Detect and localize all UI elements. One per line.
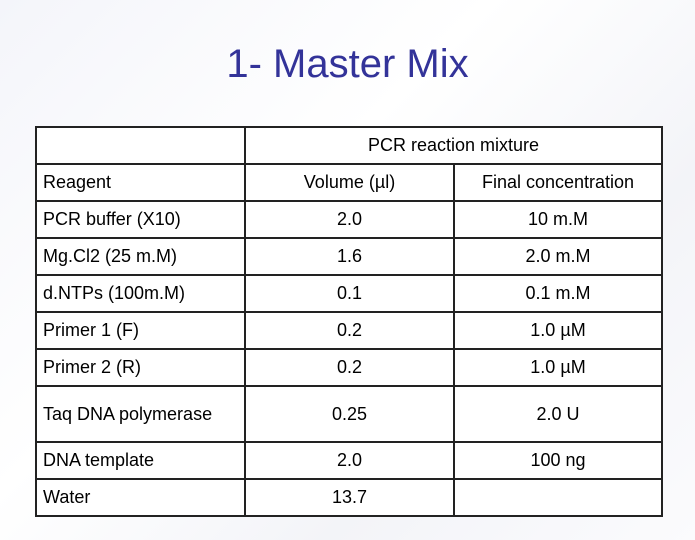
table-body: PCR reaction mixture Reagent Volume (µl) F…: [35, 126, 663, 517]
table-cell: Primer 1 (F): [35, 311, 246, 350]
table-cell: 2.0: [244, 441, 455, 480]
table-cell: 13.7: [244, 478, 455, 517]
table-row: d.NTPs (100m.M) 0.1 0.1 m.M: [35, 274, 663, 313]
table-cell: 0.25: [244, 385, 455, 443]
table-cell: 0.1 m.M: [453, 274, 663, 313]
table-row: Primer 2 (R) 0.2 1.0 µM: [35, 348, 663, 387]
column-header: Reagent: [35, 163, 246, 202]
table-cell: 2.0 m.M: [453, 237, 663, 276]
table-cell: Water: [35, 478, 246, 517]
table-row: Mg.Cl2 (25 m.M) 1.6 2.0 m.M: [35, 237, 663, 276]
table-cell: Primer 2 (R): [35, 348, 246, 387]
table-cell: Mg.Cl2 (25 m.M): [35, 237, 246, 276]
table-cell: 0.2: [244, 311, 455, 350]
group-header-row: PCR reaction mixture: [35, 126, 663, 165]
column-header: Volume (µl): [244, 163, 455, 202]
table-cell: 0.1: [244, 274, 455, 313]
table-row: Taq DNA polymerase 0.25 2.0 U: [35, 385, 663, 443]
column-header: Final concentration: [453, 163, 663, 202]
table-row: PCR buffer (X10) 2.0 10 m.M: [35, 200, 663, 239]
column-header-row: Reagent Volume (µl) Final concentration: [35, 163, 663, 202]
table-cell: 100 ng: [453, 441, 663, 480]
table-cell: Taq DNA polymerase: [35, 385, 246, 443]
table-cell: 0.2: [244, 348, 455, 387]
table-row: Water 13.7: [35, 478, 663, 517]
table-cell: 1.6: [244, 237, 455, 276]
table-cell: 10 m.M: [453, 200, 663, 239]
table-row: Primer 1 (F) 0.2 1.0 µM: [35, 311, 663, 350]
table-cell: 1.0 µM: [453, 311, 663, 350]
slide-title: 1- Master Mix: [226, 42, 469, 86]
table-cell: 2.0 U: [453, 385, 663, 443]
table-cell: [453, 478, 663, 517]
reagent-table: PCR reaction mixture Reagent Volume (µl) F…: [35, 126, 663, 517]
table-cell: DNA template: [35, 441, 246, 480]
table-cell: PCR buffer (X10): [35, 200, 246, 239]
empty-cell: [35, 126, 246, 165]
table-cell: 2.0: [244, 200, 455, 239]
table-cell: d.NTPs (100m.M): [35, 274, 246, 313]
table-cell: 1.0 µM: [453, 348, 663, 387]
table-row: DNA template 2.0 100 ng: [35, 441, 663, 480]
group-header: PCR reaction mixture: [244, 126, 663, 165]
